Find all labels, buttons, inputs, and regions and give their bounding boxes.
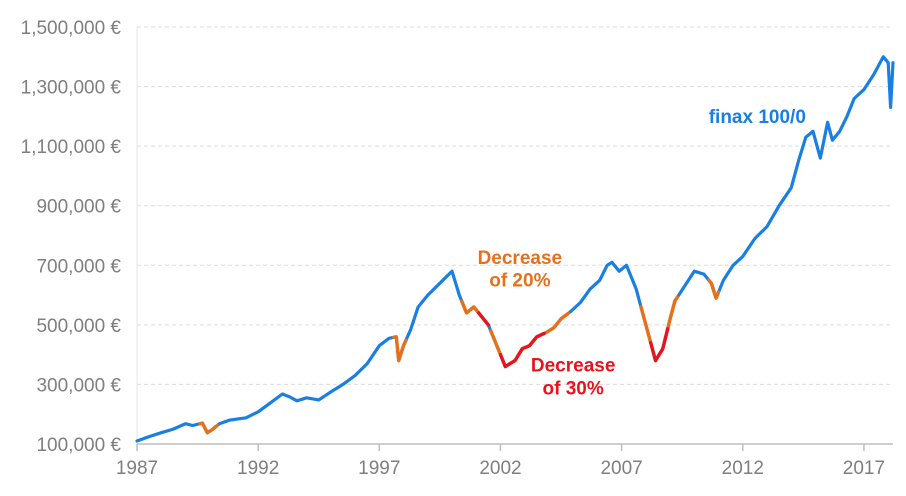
x-tick-label: 1992 bbox=[237, 458, 279, 479]
y-tick-label: 1,300,000 € bbox=[21, 78, 122, 99]
annotation-label: finax 100/0 bbox=[709, 107, 806, 128]
annotation-label: Decrease bbox=[531, 356, 616, 377]
x-tick-label: 2007 bbox=[600, 458, 642, 479]
y-tick-label: 300,000 € bbox=[36, 375, 121, 396]
y-gridlines bbox=[136, 26, 893, 444]
decrease-segment bbox=[392, 335, 408, 363]
x-tick-label: 2002 bbox=[479, 458, 521, 479]
x-tick-label: 2012 bbox=[722, 458, 764, 479]
y-tick-label: 1,100,000 € bbox=[21, 137, 122, 158]
y-axis-tick-labels: 100,000 € 300,000 € 500,000 € 700,000 € 900,… bbox=[21, 18, 122, 456]
decrease-segment bbox=[707, 278, 721, 300]
decrease-segment bbox=[544, 311, 570, 334]
x-tick-label: 1997 bbox=[358, 458, 400, 479]
decrease-segment bbox=[639, 305, 653, 345]
annotation-label: Decrease bbox=[478, 248, 563, 269]
decrease-segment bbox=[460, 299, 481, 315]
x-axis-ticks: 1987 1992 1997 2002 2007 2012 2017 bbox=[116, 444, 885, 479]
decrease-segment bbox=[489, 329, 503, 357]
annotation-label: of 30% bbox=[543, 379, 604, 400]
y-tick-label: 900,000 € bbox=[36, 197, 121, 218]
x-tick-label: 1987 bbox=[116, 458, 158, 479]
decrease-segment bbox=[498, 331, 546, 369]
decrease-segment bbox=[198, 421, 219, 435]
series-finax-100-0 bbox=[135, 55, 895, 443]
decrease-segment bbox=[649, 327, 670, 363]
y-tick-label: 1,500,000 € bbox=[21, 18, 122, 39]
y-tick-label: 700,000 € bbox=[36, 256, 121, 277]
decrease-segment bbox=[477, 311, 490, 327]
y-tick-label: 500,000 € bbox=[36, 316, 121, 337]
decrease-segment bbox=[666, 295, 679, 331]
annotation-label: of 20% bbox=[489, 271, 550, 292]
x-tick-label: 2017 bbox=[843, 458, 885, 479]
y-tick-label: 100,000 € bbox=[36, 435, 121, 456]
